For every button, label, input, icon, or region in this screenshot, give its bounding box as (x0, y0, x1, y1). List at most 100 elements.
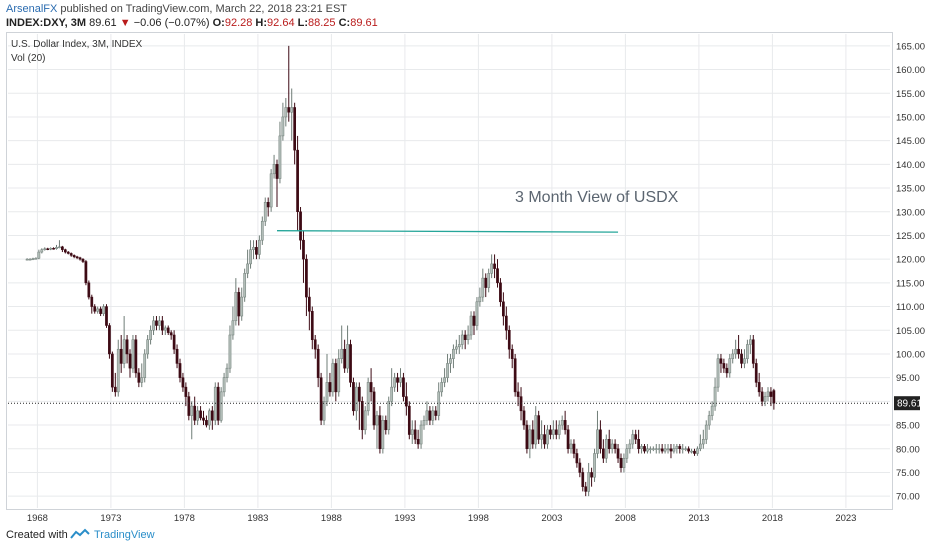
author-link[interactable]: ArsenalFX (6, 3, 58, 15)
candle (590, 467, 593, 487)
candle-body (99, 308, 102, 314)
y-tick-label: 100.00 (896, 349, 925, 360)
candle-body (334, 363, 338, 393)
candle (452, 344, 455, 369)
candle (554, 420, 558, 440)
y-tick-label: 120.00 (896, 255, 925, 266)
candle-body (728, 358, 732, 374)
candle (610, 439, 614, 454)
candle (75, 255, 79, 260)
candle-body (346, 344, 349, 369)
high-value: 92.64 (267, 17, 295, 29)
candle (748, 334, 752, 354)
candle (78, 256, 82, 261)
chart-title: U.S. Dollar Index, 3M, INDEX (11, 39, 143, 50)
candle (469, 311, 473, 340)
candle (619, 453, 623, 473)
candle (343, 339, 346, 373)
candle-body (460, 334, 464, 345)
candle (252, 240, 255, 260)
candle (205, 415, 208, 428)
candle-body (469, 315, 473, 336)
candle (701, 429, 705, 449)
candle-body (287, 107, 291, 113)
candle (407, 401, 411, 440)
candle (637, 429, 640, 454)
candle-body (258, 239, 261, 255)
candle-body (296, 149, 299, 213)
candle (72, 254, 76, 259)
candle-body (108, 325, 111, 355)
candle-body (69, 253, 73, 256)
candle-body (502, 301, 505, 317)
candle (299, 207, 302, 250)
candle-body (566, 429, 570, 450)
candle-body (366, 382, 370, 412)
chart-frame[interactable] (6, 32, 893, 510)
candle-body (457, 344, 461, 348)
candle (754, 358, 758, 388)
x-tick-label: 1988 (321, 513, 342, 524)
candle-body (693, 450, 696, 454)
candle-body (584, 486, 588, 492)
candle-body (319, 377, 323, 421)
candle-body (425, 410, 429, 421)
candle-body (278, 135, 282, 179)
tradingview-logo-icon[interactable] (70, 528, 90, 540)
candle-body (322, 401, 326, 421)
candle-body (410, 429, 414, 435)
candle-body (575, 453, 579, 464)
candle (193, 396, 197, 426)
candle (734, 339, 738, 359)
candle (666, 444, 670, 454)
last-price: 89.61 (89, 17, 117, 29)
candle (696, 446, 699, 456)
candle (213, 382, 217, 426)
candle-body (384, 420, 388, 431)
x-tick-label: 1998 (468, 513, 489, 524)
tradingview-brand-link[interactable]: TradingView (94, 529, 155, 541)
candle-body (475, 301, 479, 326)
candle (437, 382, 441, 421)
y-tick-label: 80.00 (896, 444, 920, 455)
candle (654, 444, 658, 454)
candle-body (719, 358, 723, 364)
x-tick-label: 2013 (688, 513, 709, 524)
candle-body (613, 443, 617, 450)
candle (163, 325, 167, 335)
candle-body (725, 367, 729, 374)
candle-body (525, 424, 529, 449)
candle (746, 339, 749, 364)
candle-body (546, 429, 549, 445)
candle-body (522, 410, 526, 426)
candle-body (604, 439, 608, 459)
candle (334, 358, 338, 402)
candle-body (231, 320, 235, 336)
candle-body (543, 434, 546, 445)
candle-body (163, 327, 167, 331)
candle-body (363, 410, 367, 431)
candle (169, 330, 173, 340)
candle (55, 244, 58, 250)
candle-body (263, 202, 267, 222)
volume-label: Vol (20) (11, 53, 46, 64)
candle (66, 251, 70, 255)
candle-body (419, 424, 423, 445)
candle (728, 353, 732, 378)
change-value: −0.06 (−0.07%) (133, 17, 210, 29)
candle (416, 429, 420, 449)
x-tick-label: 1983 (247, 513, 268, 524)
candle (178, 358, 182, 383)
candle-body (713, 386, 717, 407)
candle-body (63, 249, 67, 253)
candle (634, 429, 638, 445)
candle (563, 410, 567, 435)
candle-body (193, 405, 197, 421)
candle-body (357, 386, 361, 402)
candle-body (352, 382, 355, 412)
candle-body (690, 450, 693, 453)
candle-body (116, 348, 120, 393)
close-value: 89.61 (350, 17, 378, 29)
candle (240, 287, 244, 321)
